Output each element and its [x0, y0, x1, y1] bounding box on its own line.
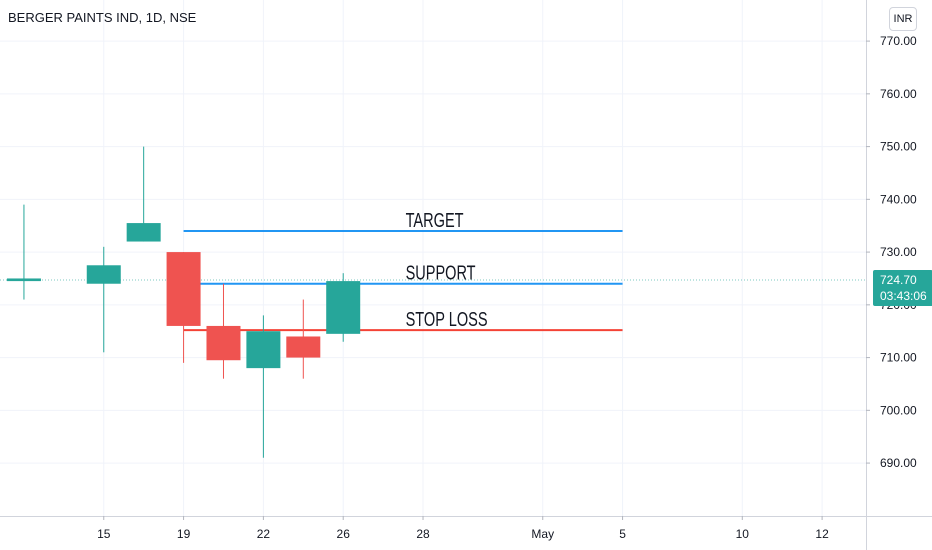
- candle-body: [326, 281, 361, 334]
- candles: [6, 146, 361, 458]
- y-tick-label: 760.00: [880, 87, 917, 101]
- candle-body: [86, 265, 121, 284]
- candle-body: [206, 325, 241, 361]
- last-price-tag: [873, 270, 932, 307]
- grid: [0, 0, 866, 516]
- y-tick-label: 750.00: [880, 140, 917, 154]
- y-tick-label: 690.00: [880, 456, 917, 470]
- currency-button[interactable]: INR: [889, 7, 917, 31]
- symbol-title: BERGER PAINTS IND, 1D, NSE: [8, 10, 197, 25]
- x-tick-label: May: [531, 527, 554, 541]
- level-label: STOP LOSS: [406, 309, 488, 331]
- candle-body: [6, 278, 41, 282]
- countdown-timer: 03:43:06: [880, 289, 927, 303]
- x-tick-label: 22: [257, 527, 271, 541]
- price-levels: TARGET SUPPORT STOP LOSS: [183, 210, 623, 332]
- x-tick-label: 12: [815, 527, 829, 541]
- x-tick-label: 10: [736, 527, 750, 541]
- candle-body: [126, 223, 161, 242]
- last-price-value: 724.70: [880, 273, 917, 287]
- level-label: TARGET: [406, 210, 464, 232]
- x-tick-label: 28: [416, 527, 430, 541]
- y-tick-label: 730.00: [880, 245, 917, 259]
- x-tick-label: 5: [619, 527, 626, 541]
- candle-body: [246, 331, 281, 369]
- candle-body: [286, 336, 321, 358]
- level-label: SUPPORT: [406, 263, 476, 285]
- y-tick-label: 710.00: [880, 351, 917, 365]
- y-tick-label: 700.00: [880, 403, 917, 417]
- y-tick-label: 740.00: [880, 192, 917, 206]
- x-tick-label: 26: [337, 527, 351, 541]
- x-tick-label: 15: [97, 527, 111, 541]
- candle-body: [166, 252, 201, 326]
- y-tick-label: 770.00: [880, 34, 917, 48]
- x-tick-label: 19: [177, 527, 191, 541]
